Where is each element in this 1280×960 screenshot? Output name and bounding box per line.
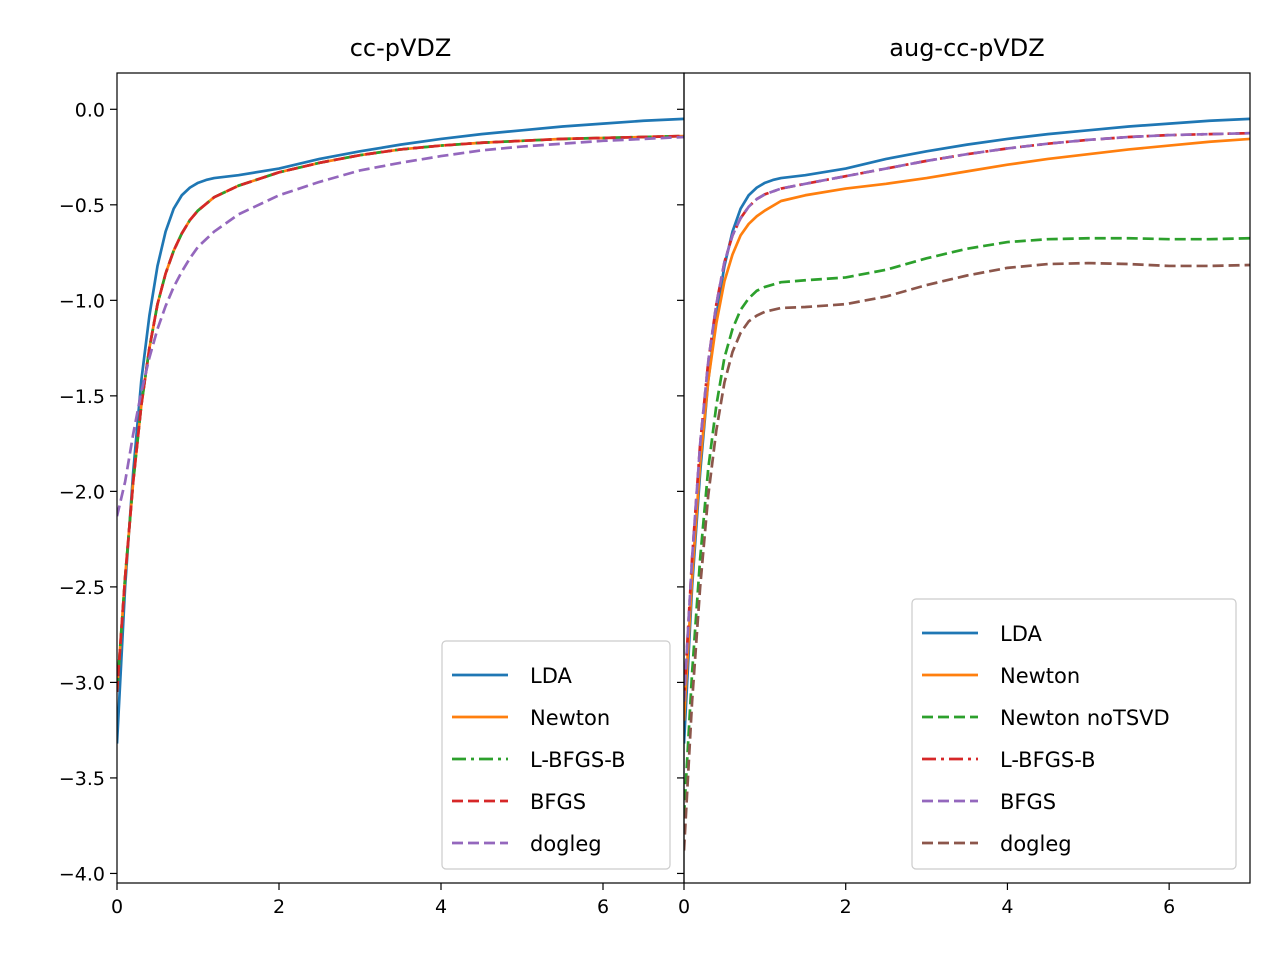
chart-title: aug-cc-pVDZ [889,34,1044,62]
series-line-dogleg [684,261,1250,851]
chart-title: cc-pVDZ [350,34,452,62]
series-line-newton-notsvd [684,236,1250,817]
legend-label: BFGS [1000,790,1056,814]
legend-label: Newton noTSVD [1000,706,1170,730]
legend-label: L-BFGS-B [530,748,625,772]
x-tick-label: 4 [435,896,447,918]
y-tick-label: −2.0 [59,481,105,503]
y-tick-label: −1.5 [59,386,105,408]
series-group [117,117,684,744]
y-tick-label: −3.0 [59,672,105,694]
chart-panel-2: aug-cc-pVDZ 0 2 4 6 LDA Newton Newton noTSVD L-B… [677,34,1251,918]
y-tick-label: 0.0 [75,99,105,121]
x-tick-label: 0 [111,896,123,918]
x-tick-label: 4 [1001,896,1013,918]
series-line-bfgs [684,131,1250,702]
series-group [684,117,1250,851]
x-tick-label: 2 [840,896,852,918]
series-line-lda [117,117,684,744]
x-tick-label: 6 [597,896,609,918]
legend: LDA Newton L-BFGS-B BFGS dogleg [441,640,671,870]
x-tick-label: 0 [678,896,690,918]
legend-label: Newton [530,706,610,730]
legend-label: L-BFGS-B [1000,748,1095,772]
legend-label: Newton [1000,664,1080,688]
y-tick-label: −2.5 [59,577,105,599]
legend: LDA Newton Newton noTSVD L-BFGS-B BFGS dogleg [911,598,1237,870]
series-line-dogleg [117,135,684,517]
legend-box [441,640,671,870]
chart-panel-1: cc-pVDZ 0 2 4 6 0.0 −0.5 −1.0 −1.5 −2.0 −2.5 −3.0 −3… [59,34,685,918]
y-tick-label: −0.5 [59,195,105,217]
series-line-newton [684,137,1250,721]
series-line-bfgs [117,134,684,693]
series-line-lda [684,117,1250,744]
x-tick-label: 6 [1163,896,1175,918]
legend-label: dogleg [1000,832,1072,856]
legend-label: LDA [1000,622,1043,646]
legend-label: LDA [530,664,573,688]
y-tick-label: −3.5 [59,768,105,790]
x-tick-label: 2 [273,896,285,918]
axes-frame [683,72,1251,884]
y-tick-label: −4.0 [59,863,105,885]
legend-box [911,598,1237,870]
y-tick-label: −1.0 [59,290,105,312]
legend-label: dogleg [530,832,602,856]
panels: cc-pVDZ 0 2 4 6 0.0 −0.5 −1.0 −1.5 −2.0 −2.5 −3.0 −3… [59,34,1251,918]
legend-label: BFGS [530,790,586,814]
